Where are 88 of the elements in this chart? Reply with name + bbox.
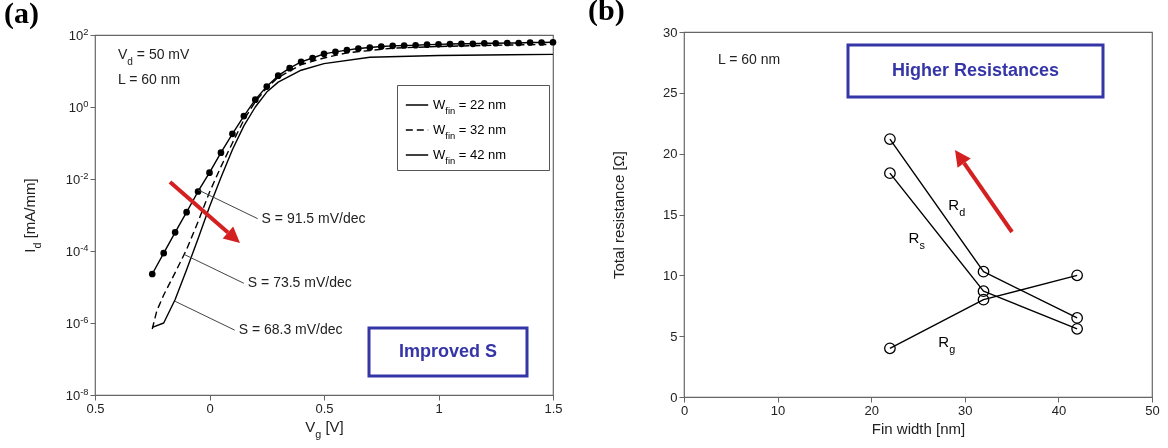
x-tick-label: 1 [435, 400, 443, 416]
y-tick-label: 10$^{0}$ [68, 98, 89, 115]
point [206, 169, 213, 176]
point [263, 83, 271, 90]
point [355, 45, 362, 52]
series-label: R$_{s}$ [908, 229, 926, 252]
point [286, 64, 293, 72]
x-tick-label: 50 [1145, 402, 1160, 418]
point [320, 50, 328, 58]
point [343, 46, 351, 54]
series-label: R$_{g}$ [938, 333, 956, 355]
point [446, 40, 454, 48]
x-tick-label: 0 [680, 402, 689, 418]
series-label: R$_{d}$ [948, 196, 966, 219]
x-tick-label: 0.5 [86, 400, 105, 416]
annotation: V$_{d}$ = 50 mV [118, 46, 191, 67]
chart-title: (b) [588, 0, 625, 27]
y-axis-title: Total resistance [Ω] [609, 151, 627, 279]
point [884, 167, 896, 180]
point [171, 228, 179, 236]
annotation: S = 73.5 mV/dec [247, 274, 352, 291]
point [423, 41, 431, 48]
point [492, 39, 500, 47]
point [160, 249, 168, 257]
point [309, 54, 316, 62]
chart-title: (a) [4, 0, 39, 30]
y-tick-label: 10$^{-4}$ [65, 242, 89, 259]
y-tick-label: 25 [663, 85, 678, 101]
point [884, 342, 896, 355]
point [458, 40, 465, 48]
y-tick-label: 10$^{-8}$ [65, 386, 89, 403]
point [400, 42, 408, 49]
y-tick-label: 30 [663, 24, 678, 40]
x-tick-label: 30 [958, 402, 973, 418]
legend-label: W$_{fin}$ = 22 nm [433, 97, 507, 116]
point [526, 39, 534, 46]
point [148, 270, 156, 278]
annotation: Higher Resistances [891, 60, 1060, 80]
point [274, 72, 282, 80]
point [240, 112, 248, 120]
x-tick-label: 20 [864, 402, 879, 418]
annotation: S = 91.5 mV/dec [261, 209, 366, 226]
point [194, 188, 202, 195]
point [183, 208, 190, 216]
y-tick-label: 20 [663, 146, 678, 162]
point [389, 42, 397, 50]
point [884, 133, 896, 145]
x-axis-title: V$_{g}$ [V] [305, 417, 344, 440]
point [412, 41, 419, 49]
x-tick-label: 40 [1051, 402, 1067, 418]
x-tick-label: 10 [770, 402, 786, 418]
point [435, 41, 442, 48]
legend-label: W$_{fin}$ = 42 nm [433, 147, 507, 166]
point [977, 265, 990, 278]
y-tick-label: 10$^{-2}$ [65, 170, 89, 187]
point [549, 38, 557, 46]
x-tick-label: 0.5 [315, 400, 334, 416]
point [480, 39, 488, 47]
y-tick-label: 0 [670, 389, 678, 405]
x-tick-label: 1.5 [544, 400, 563, 416]
point [538, 39, 545, 46]
point [229, 130, 236, 138]
annotation: L = 60 nm [118, 71, 181, 87]
point [332, 48, 339, 56]
point [515, 39, 522, 47]
x-tick-label: 0 [206, 400, 214, 416]
annotation: S = 68.3 mV/dec [238, 321, 343, 338]
point [977, 285, 990, 298]
y-tick-label: 10 [663, 267, 678, 283]
point [251, 96, 259, 103]
legend-label: W$_{fin}$ = 32 nm [433, 122, 507, 141]
point [377, 43, 385, 50]
point [1071, 269, 1084, 282]
annotation: L = 60 nm [718, 51, 781, 67]
point [217, 149, 225, 156]
y-tick-label: 10$^{-6}$ [65, 314, 89, 331]
point [1071, 312, 1084, 324]
y-tick-label: 5 [670, 328, 678, 344]
y-tick-label: 10$^{2}$ [68, 26, 89, 43]
point [977, 293, 990, 306]
point [297, 58, 305, 66]
point [366, 44, 374, 51]
x-axis-title: Fin width [nm] [871, 419, 966, 437]
y-tick-label: 15 [663, 207, 678, 222]
point [503, 39, 511, 47]
point [469, 40, 477, 48]
point [1071, 322, 1084, 335]
annotation: Improved S [398, 341, 498, 361]
